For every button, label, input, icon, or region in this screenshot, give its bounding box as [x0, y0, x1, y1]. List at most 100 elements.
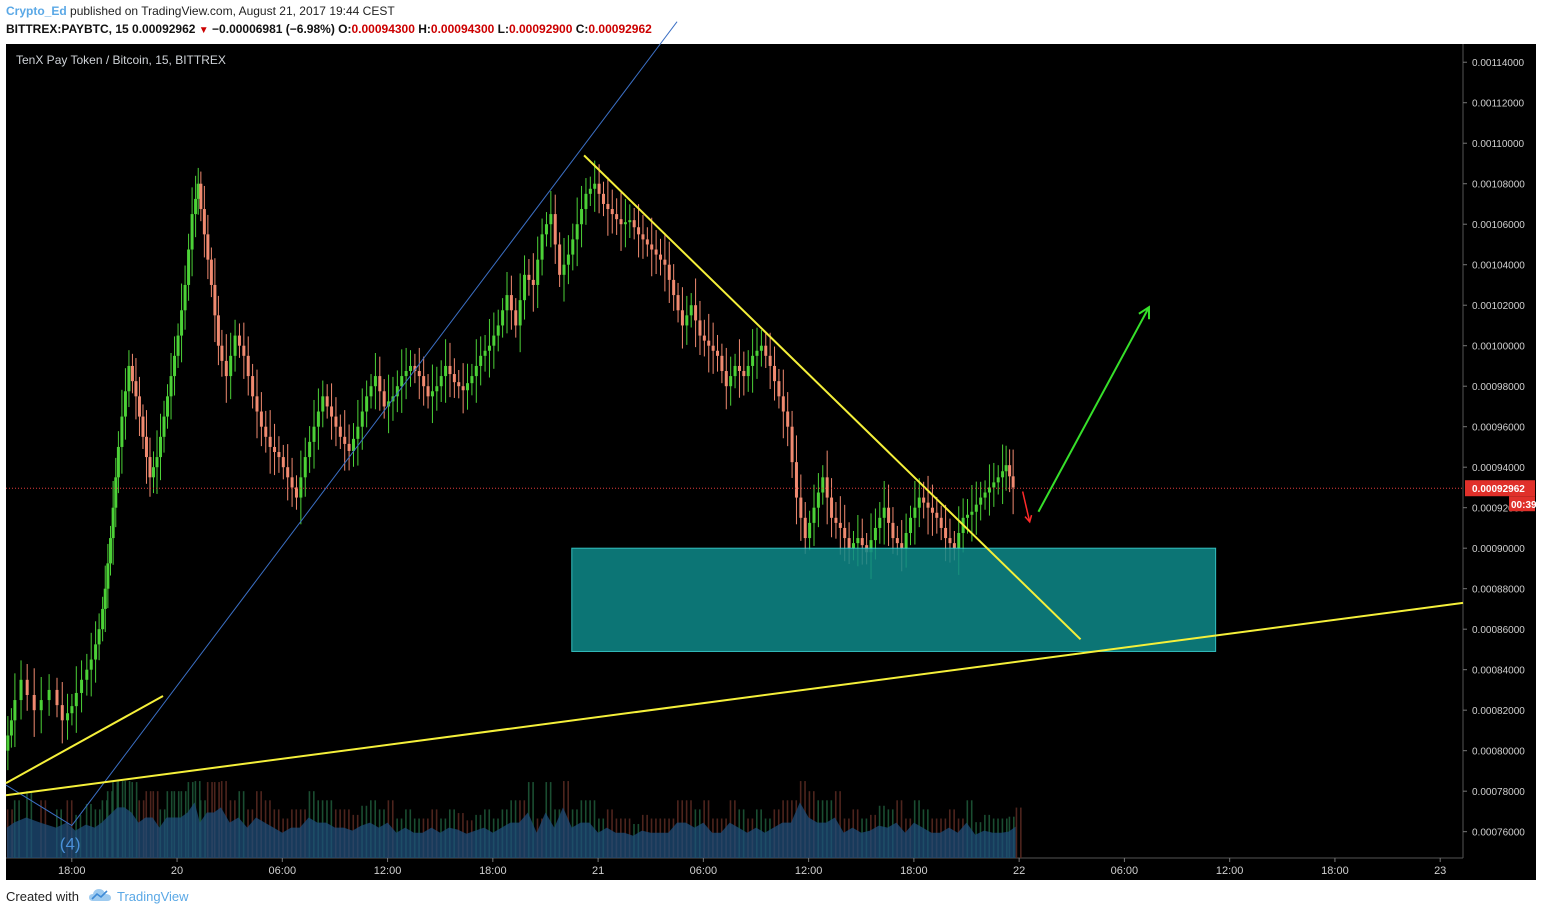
candle-body — [672, 279, 676, 296]
ohlc-legend: BITTREX:PAYBTC, 15 0.00092962 ▼ −0.00006… — [6, 22, 652, 36]
candle-body — [926, 502, 930, 508]
candle-body — [838, 522, 842, 528]
bearish-arrow-head — [1024, 514, 1033, 524]
candle-body — [764, 345, 768, 356]
candle-body — [111, 507, 115, 539]
candle-body — [952, 543, 956, 549]
candle-body — [628, 220, 632, 223]
candle-body — [343, 436, 347, 444]
candle-body — [141, 416, 145, 437]
candle-body — [151, 467, 155, 478]
candle-body — [891, 522, 895, 539]
candle-body — [794, 462, 798, 498]
candle-body — [724, 371, 728, 387]
candle-body — [887, 507, 891, 523]
candle-body — [466, 383, 470, 391]
candle-body — [281, 457, 285, 468]
author-link[interactable]: Crypto_Ed — [6, 4, 67, 18]
publish-info: Crypto_Ed published on TradingView.com, … — [6, 4, 395, 18]
close-value: 0.00092962 — [588, 22, 652, 36]
candle-body — [808, 522, 812, 539]
candle-body — [74, 692, 78, 707]
candle-body — [856, 538, 860, 544]
candle-body — [1004, 465, 1008, 472]
candle-body — [190, 214, 194, 250]
candle-body — [786, 411, 790, 427]
candle-body — [89, 659, 93, 670]
candle-body — [746, 365, 750, 377]
candle-body — [194, 198, 198, 215]
open-value: 0.00094300 — [351, 22, 415, 36]
candle-body — [409, 365, 413, 372]
chart-title: TenX Pay Token / Bitcoin, 15, BITTREX — [16, 53, 226, 67]
candle-body — [233, 335, 237, 356]
candle-body — [689, 305, 693, 316]
candle-body — [694, 305, 698, 321]
candle-body — [187, 249, 191, 285]
candle-body — [873, 527, 877, 541]
high-value: 0.00094300 — [430, 22, 495, 36]
candle-body — [878, 517, 882, 528]
candle-body — [514, 310, 518, 326]
candle-body — [1001, 471, 1005, 478]
candle-body — [373, 376, 377, 387]
x-tick-label: 18:00 — [58, 865, 86, 877]
candle-body — [553, 214, 557, 245]
y-tick-label: 0.00092000 — [1472, 504, 1525, 515]
candle-body — [439, 376, 443, 387]
y-tick-label: 0.00078000 — [1472, 787, 1525, 798]
candle-body — [479, 355, 483, 366]
candle-body — [908, 517, 912, 534]
candle-body — [966, 514, 970, 518]
candle-body — [114, 477, 118, 508]
volume-bar — [532, 782, 534, 858]
current-price-tag — [1465, 480, 1535, 497]
y-tick-label: 0.00076000 — [1472, 828, 1525, 839]
candle-body — [1008, 465, 1012, 477]
candle-body — [944, 527, 948, 539]
candle-body — [645, 239, 649, 245]
x-tick-label: 12:00 — [795, 865, 823, 877]
volume-bar — [839, 791, 841, 858]
candle-body — [268, 436, 272, 447]
chart-area[interactable] — [6, 44, 1536, 880]
candle-body — [983, 492, 987, 498]
candle-body — [351, 438, 355, 451]
candle-body — [606, 203, 610, 210]
candle-body — [540, 234, 544, 260]
candle-body — [720, 355, 724, 372]
candle-body — [716, 350, 720, 356]
trendline — [5, 695, 164, 784]
candle-body — [101, 608, 105, 630]
open-label: O: — [338, 22, 352, 36]
x-tick-label: 18:00 — [900, 865, 928, 877]
tradingview-link[interactable]: TradingView — [117, 889, 189, 904]
y-tick-label: 0.00090000 — [1472, 544, 1525, 555]
header: Crypto_Ed published on TradingView.com, … — [0, 0, 1541, 42]
y-tick-label: 0.00108000 — [1472, 180, 1525, 191]
candle-body — [948, 538, 952, 544]
candle-body — [426, 386, 430, 397]
y-tick-label: 0.00096000 — [1472, 423, 1525, 434]
candle-body — [325, 396, 329, 407]
volume-bar — [1020, 807, 1022, 858]
candle-body — [790, 426, 794, 463]
candle-body — [676, 295, 680, 311]
candle-body — [816, 492, 820, 508]
candle-body — [316, 411, 320, 427]
candle-body — [895, 538, 899, 544]
candle-body — [601, 193, 605, 204]
candle-body — [47, 689, 51, 701]
candle-body — [55, 689, 59, 706]
volume-ma-area — [6, 802, 1016, 858]
candle-body — [32, 694, 36, 711]
wave-label: (4) — [60, 835, 81, 854]
candle-body — [571, 239, 575, 255]
candle-body — [544, 224, 548, 235]
candle-body — [562, 264, 566, 275]
x-tick-label: 21 — [592, 865, 604, 877]
candle-body — [120, 416, 124, 447]
y-tick-label: 0.00106000 — [1472, 220, 1525, 231]
candle-body — [575, 224, 579, 240]
